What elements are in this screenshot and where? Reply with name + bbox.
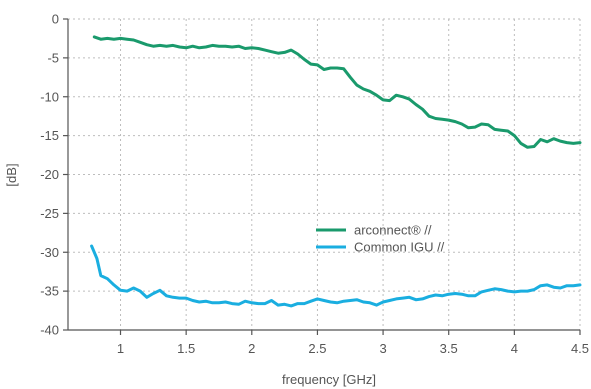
y-tick-label: -20 xyxy=(40,167,59,182)
y-tick-label: -25 xyxy=(40,206,59,221)
series-line-0 xyxy=(92,35,582,149)
x-tick-label: 4.5 xyxy=(571,341,589,356)
y-tick-label: -15 xyxy=(40,128,59,143)
grid-lines xyxy=(68,18,581,330)
legend-entry: Common IGU // xyxy=(354,240,445,255)
x-tick-label: 2 xyxy=(248,341,255,356)
x-tick-label: 3.5 xyxy=(440,341,458,356)
x-tick-label: 4 xyxy=(511,341,518,356)
x-axis-label: frequency [GHz] xyxy=(282,372,376,387)
y-tick-label: -40 xyxy=(40,323,59,338)
x-tick-label: 1.5 xyxy=(177,341,195,356)
y-tick-label: -35 xyxy=(40,284,59,299)
x-tick-label: 3 xyxy=(379,341,386,356)
y-tick-label: -10 xyxy=(40,89,59,104)
y-tick-label: -30 xyxy=(40,245,59,260)
y-tick-label: -5 xyxy=(47,50,59,65)
y-axis-label: [dB] xyxy=(4,163,19,186)
series-line-1 xyxy=(90,244,582,308)
axes xyxy=(63,18,581,335)
legend: arconnect® // Common IGU // xyxy=(316,223,445,255)
x-tick-label: 2.5 xyxy=(308,341,326,356)
series-lines xyxy=(90,35,582,308)
legend-entry: arconnect® // xyxy=(354,223,432,238)
x-tick-label: 1 xyxy=(117,341,124,356)
tick-labels: 0 -5 -10 -15 -20 -25 -30 -35 -40 1 1.5 2 2.5 3 3.5 4 4.5 xyxy=(40,12,589,357)
y-tick-label: 0 xyxy=(52,12,59,27)
